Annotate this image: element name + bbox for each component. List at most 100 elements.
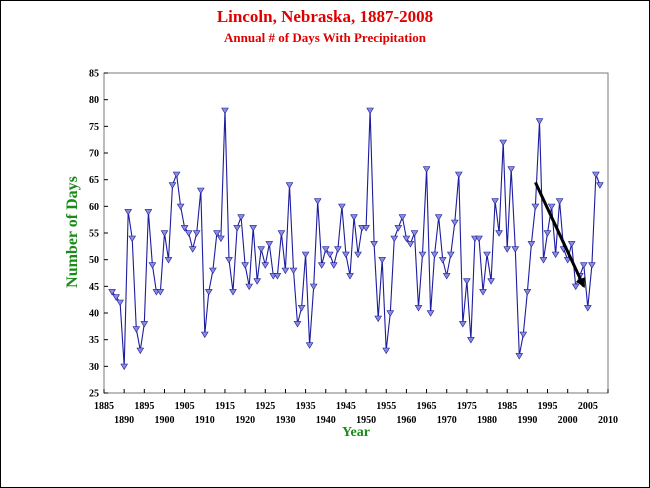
data-point bbox=[293, 321, 302, 328]
x-tick-label: 1895 bbox=[134, 401, 154, 412]
data-point bbox=[221, 107, 229, 115]
data-point bbox=[346, 273, 354, 280]
data-point bbox=[567, 241, 576, 248]
x-tick-label: 2010 bbox=[598, 415, 618, 426]
data-point bbox=[394, 225, 403, 232]
data-point bbox=[261, 262, 270, 269]
data-point bbox=[555, 198, 564, 205]
x-tick-label: 1915 bbox=[215, 401, 235, 412]
data-point bbox=[499, 139, 508, 147]
data-point bbox=[588, 262, 596, 269]
data-point bbox=[467, 337, 475, 344]
data-point bbox=[253, 278, 262, 285]
data-point bbox=[583, 305, 592, 312]
data-point bbox=[188, 246, 197, 253]
y-tick-label: 40 bbox=[89, 309, 99, 320]
data-point bbox=[209, 267, 217, 275]
data-point bbox=[551, 251, 560, 259]
data-point bbox=[410, 230, 419, 237]
data-point bbox=[531, 203, 540, 211]
data-point bbox=[334, 246, 342, 253]
data-point bbox=[229, 289, 237, 296]
y-tick-label: 30 bbox=[89, 362, 99, 373]
data-point bbox=[362, 225, 370, 232]
x-tick-label: 1955 bbox=[376, 401, 396, 412]
data-point bbox=[245, 283, 254, 291]
data-point bbox=[281, 267, 290, 275]
x-tick-label: 1890 bbox=[114, 415, 134, 426]
data-point bbox=[446, 251, 455, 259]
data-point bbox=[160, 230, 169, 237]
data-point bbox=[527, 241, 536, 248]
x-tick-label: 1905 bbox=[175, 401, 195, 412]
series-line bbox=[111, 110, 601, 367]
data-point bbox=[596, 182, 604, 189]
y-tick-label: 55 bbox=[89, 229, 99, 240]
x-tick-label: 1920 bbox=[235, 415, 255, 426]
y-tick-label: 65 bbox=[89, 175, 99, 186]
data-point bbox=[458, 321, 467, 328]
x-tick-label: 1935 bbox=[296, 401, 316, 412]
data-point bbox=[124, 209, 133, 216]
data-point bbox=[277, 230, 286, 237]
data-point bbox=[382, 347, 391, 355]
y-tick-label: 80 bbox=[89, 95, 99, 106]
data-point bbox=[321, 246, 330, 253]
data-point bbox=[450, 219, 459, 227]
data-point bbox=[112, 294, 120, 301]
data-point bbox=[237, 214, 245, 221]
data-point bbox=[338, 203, 346, 211]
data-point bbox=[507, 166, 516, 173]
y-tick-label: 60 bbox=[89, 202, 99, 213]
x-tick-label: 1960 bbox=[396, 415, 416, 426]
x-tick-label: 1975 bbox=[457, 401, 477, 412]
data-point bbox=[426, 310, 435, 317]
data-point bbox=[144, 209, 153, 216]
data-point bbox=[487, 278, 495, 285]
data-point bbox=[213, 230, 221, 237]
data-point bbox=[164, 257, 173, 264]
data-point bbox=[317, 262, 326, 269]
y-axis-label: Number of Days bbox=[64, 176, 81, 288]
data-point bbox=[196, 187, 205, 195]
data-point bbox=[120, 363, 129, 371]
data-point bbox=[434, 214, 443, 221]
data-point bbox=[422, 166, 431, 173]
x-tick-label: 2000 bbox=[558, 415, 578, 426]
data-point bbox=[233, 225, 241, 232]
data-point bbox=[136, 347, 145, 355]
x-tick-label: 1965 bbox=[417, 401, 437, 412]
data-point bbox=[168, 182, 177, 189]
x-tick-label: 1950 bbox=[356, 415, 376, 426]
data-point bbox=[430, 251, 439, 259]
y-tick-label: 70 bbox=[89, 149, 99, 160]
data-point bbox=[128, 235, 137, 243]
data-point bbox=[438, 257, 447, 264]
data-point bbox=[402, 235, 411, 243]
x-tick-label: 1990 bbox=[517, 415, 537, 426]
data-point bbox=[313, 198, 322, 205]
data-point bbox=[249, 225, 258, 232]
x-tick-label: 1945 bbox=[336, 401, 356, 412]
data-point bbox=[132, 326, 141, 333]
data-point bbox=[386, 310, 395, 317]
data-point bbox=[301, 251, 310, 259]
data-point bbox=[515, 353, 524, 360]
data-point bbox=[479, 289, 487, 296]
y-tick-label: 35 bbox=[89, 335, 99, 346]
x-tick-label: 1900 bbox=[154, 415, 174, 426]
data-point bbox=[503, 246, 512, 253]
data-point bbox=[366, 107, 374, 115]
chart-subtitle: Annual # of Days With Precipitation bbox=[224, 30, 426, 45]
data-point bbox=[273, 273, 282, 280]
y-tick-label: 75 bbox=[89, 122, 99, 133]
x-tick-label: 1980 bbox=[477, 415, 497, 426]
data-point bbox=[285, 182, 294, 189]
data-point bbox=[519, 331, 528, 339]
data-point bbox=[225, 257, 233, 264]
data-point bbox=[374, 315, 383, 323]
x-tick-label: 1970 bbox=[437, 415, 457, 426]
data-point bbox=[398, 214, 407, 221]
data-point bbox=[454, 171, 463, 179]
